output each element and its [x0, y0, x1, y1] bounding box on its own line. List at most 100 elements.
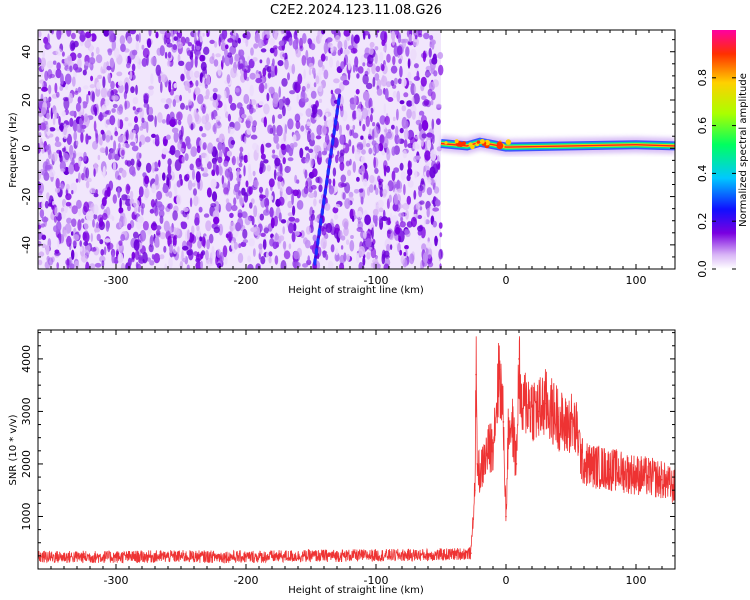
noise-blob — [342, 39, 349, 49]
noise-blob — [227, 113, 231, 122]
noise-blob — [163, 220, 170, 232]
noise-blob — [190, 49, 194, 56]
noise-blob — [335, 154, 339, 164]
noise-blob — [363, 231, 367, 239]
noise-blob — [83, 113, 89, 122]
noise-blob — [124, 55, 128, 64]
noise-blob — [260, 256, 266, 265]
noise-blob — [372, 122, 376, 127]
snr-point — [492, 442, 494, 444]
noise-blob — [417, 214, 422, 220]
noise-blob — [121, 169, 127, 178]
noise-blob — [250, 134, 258, 140]
noise-blob — [284, 97, 291, 106]
noise-blob — [180, 221, 188, 230]
noise-blob — [143, 92, 150, 100]
noise-blob — [272, 58, 275, 67]
noise-blob — [351, 144, 355, 154]
noise-blob — [167, 158, 172, 166]
noise-blob — [321, 125, 327, 136]
noise-blob — [272, 114, 275, 125]
noise-blob — [48, 84, 52, 95]
noise-blob — [354, 56, 359, 68]
noise-blob — [112, 160, 117, 173]
noise-blob — [178, 60, 185, 66]
noise-blob — [65, 83, 69, 90]
noise-blob — [78, 208, 82, 217]
noise-blob — [268, 38, 276, 46]
noise-blob — [303, 237, 308, 245]
noise-blob — [110, 80, 115, 90]
noise-blob — [402, 38, 409, 43]
noise-blob — [285, 186, 293, 196]
noise-blob — [154, 236, 160, 248]
snr-point — [661, 478, 663, 481]
noise-blob — [276, 124, 283, 137]
colorbar-label: Normalized spectral amplitude — [738, 73, 749, 227]
noise-blob — [47, 143, 52, 156]
noise-blob — [168, 150, 175, 155]
noise-blob — [283, 35, 289, 41]
noise-blob — [426, 170, 431, 178]
streak-dot — [334, 117, 338, 126]
noise-blob — [193, 195, 199, 207]
noise-blob — [407, 71, 412, 80]
noise-blob — [386, 131, 392, 139]
noise-blob — [276, 171, 284, 178]
noise-blob — [273, 169, 277, 181]
noise-blob — [320, 53, 326, 62]
noise-blob — [144, 187, 150, 199]
x-tick-label: -300 — [104, 574, 129, 587]
noise-blob — [403, 92, 409, 98]
noise-blob — [427, 88, 433, 97]
noise-blob — [177, 140, 182, 150]
y-tick-label: 3000 — [20, 397, 33, 425]
noise-blob — [330, 89, 334, 95]
noise-blob — [265, 187, 269, 199]
noise-blob — [202, 55, 206, 62]
noise-blob — [237, 212, 243, 218]
noise-blob — [243, 165, 246, 177]
noise-blob — [134, 116, 138, 123]
noise-blob — [402, 202, 410, 211]
colorbar-ticks: 0.0 0.2 0.4 0.6 0.8 — [696, 69, 736, 278]
noise-blob — [202, 32, 205, 37]
streak-dot — [317, 227, 321, 236]
noise-blob — [315, 176, 321, 183]
noise-blob — [307, 255, 311, 263]
streak-dot — [328, 157, 332, 166]
noise-blob — [369, 114, 373, 123]
noise-blob — [397, 188, 402, 193]
noise-blob — [129, 130, 134, 141]
noise-blob — [83, 201, 90, 213]
noise-blob — [219, 133, 225, 139]
noise-blob — [47, 257, 54, 266]
noise-blob — [175, 227, 180, 236]
noise-blob — [413, 190, 417, 200]
noise-blob — [168, 79, 172, 86]
y-tick-label: -20 — [20, 188, 33, 206]
noise-blob — [258, 243, 263, 250]
colorbar: 0.0 0.2 0.4 0.6 0.8 Normalized spectral ampl… — [696, 30, 749, 278]
noise-blob — [187, 142, 191, 150]
noise-blob — [399, 221, 406, 228]
noise-blob — [159, 254, 165, 260]
noise-blob — [84, 40, 91, 49]
noise-blob — [155, 173, 159, 186]
noise-blob — [402, 149, 407, 159]
noise-blob — [400, 171, 406, 181]
noise-blob — [96, 81, 101, 90]
noise-blob — [120, 43, 126, 53]
noise-blob — [339, 161, 345, 172]
noise-blob — [334, 252, 340, 262]
noise-blob — [281, 78, 288, 87]
streak-dot — [331, 137, 335, 146]
noise-blob — [316, 124, 323, 136]
snr-point — [505, 515, 507, 518]
noise-blob — [155, 64, 161, 77]
noise-blob — [397, 32, 402, 44]
noise-blob — [362, 256, 366, 266]
noise-blob — [117, 80, 123, 86]
noise-blob — [438, 64, 444, 76]
noise-blob — [201, 133, 207, 138]
